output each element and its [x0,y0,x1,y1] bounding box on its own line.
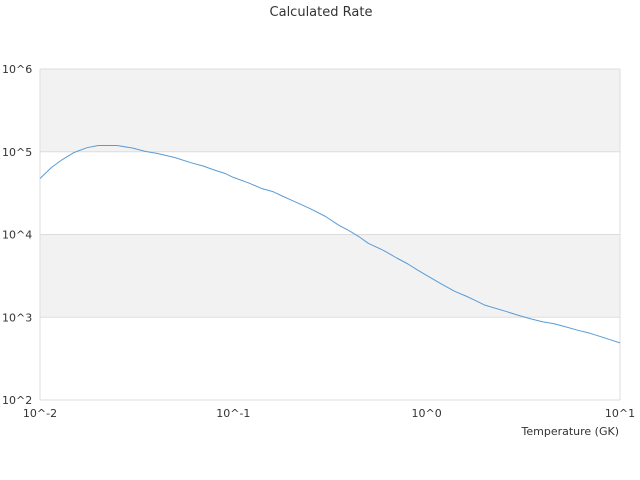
y-tick-label: 10^3 [2,311,32,324]
x-tick-label: 10^-2 [23,407,57,420]
grid-band [40,69,620,152]
x-axis-label: Temperature (GK) [521,425,620,438]
y-tick-label: 10^6 [2,63,32,76]
y-tick-label: 10^2 [2,394,32,407]
chart-title: Calculated Rate [270,5,373,20]
x-tick-label: 10^1 [605,407,635,420]
x-tick-label: 10^0 [412,407,442,420]
x-tick-label: 10^-1 [216,407,250,420]
axes [39,69,621,400]
grid-bands [40,69,620,318]
series-layer [39,145,621,344]
gridlines [40,68,620,401]
y-tick-label: 10^4 [2,229,32,242]
tick-labels: 10^2 10^3 10^4 10^5 10^6 10^-2 10^-1 10^0 10^1 [2,63,635,420]
y-tick-label: 10^5 [2,146,32,159]
grid-band [40,234,620,318]
series-line [39,145,621,344]
